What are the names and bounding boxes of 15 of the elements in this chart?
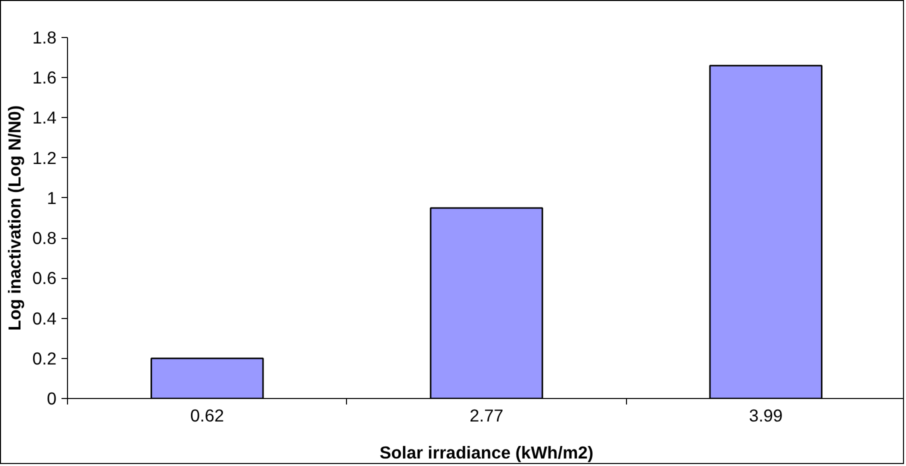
y-tick-label: 1.4 (32, 108, 57, 128)
y-tick-label: 0.4 (32, 308, 57, 328)
y-tick-label: 0.6 (32, 268, 57, 288)
y-tick-label: 1.8 (32, 28, 57, 48)
y-tick-label: 0.2 (32, 348, 57, 368)
x-tick-label: 0.62 (190, 406, 224, 426)
x-tick-label: 3.99 (748, 406, 783, 426)
y-tick-label: 1 (46, 188, 57, 208)
y-tick-label: 1.6 (32, 68, 57, 88)
y-tick-label: 0 (46, 388, 57, 408)
y-axis-title: Log inactivation (Log N/N0) (4, 105, 24, 331)
y-tick-label: 0.8 (32, 228, 57, 248)
x-tick-label: 2.77 (470, 406, 504, 426)
y-tick-label: 1.2 (32, 148, 57, 168)
x-axis-title: Solar irradiance (kWh/m2) (380, 442, 594, 462)
